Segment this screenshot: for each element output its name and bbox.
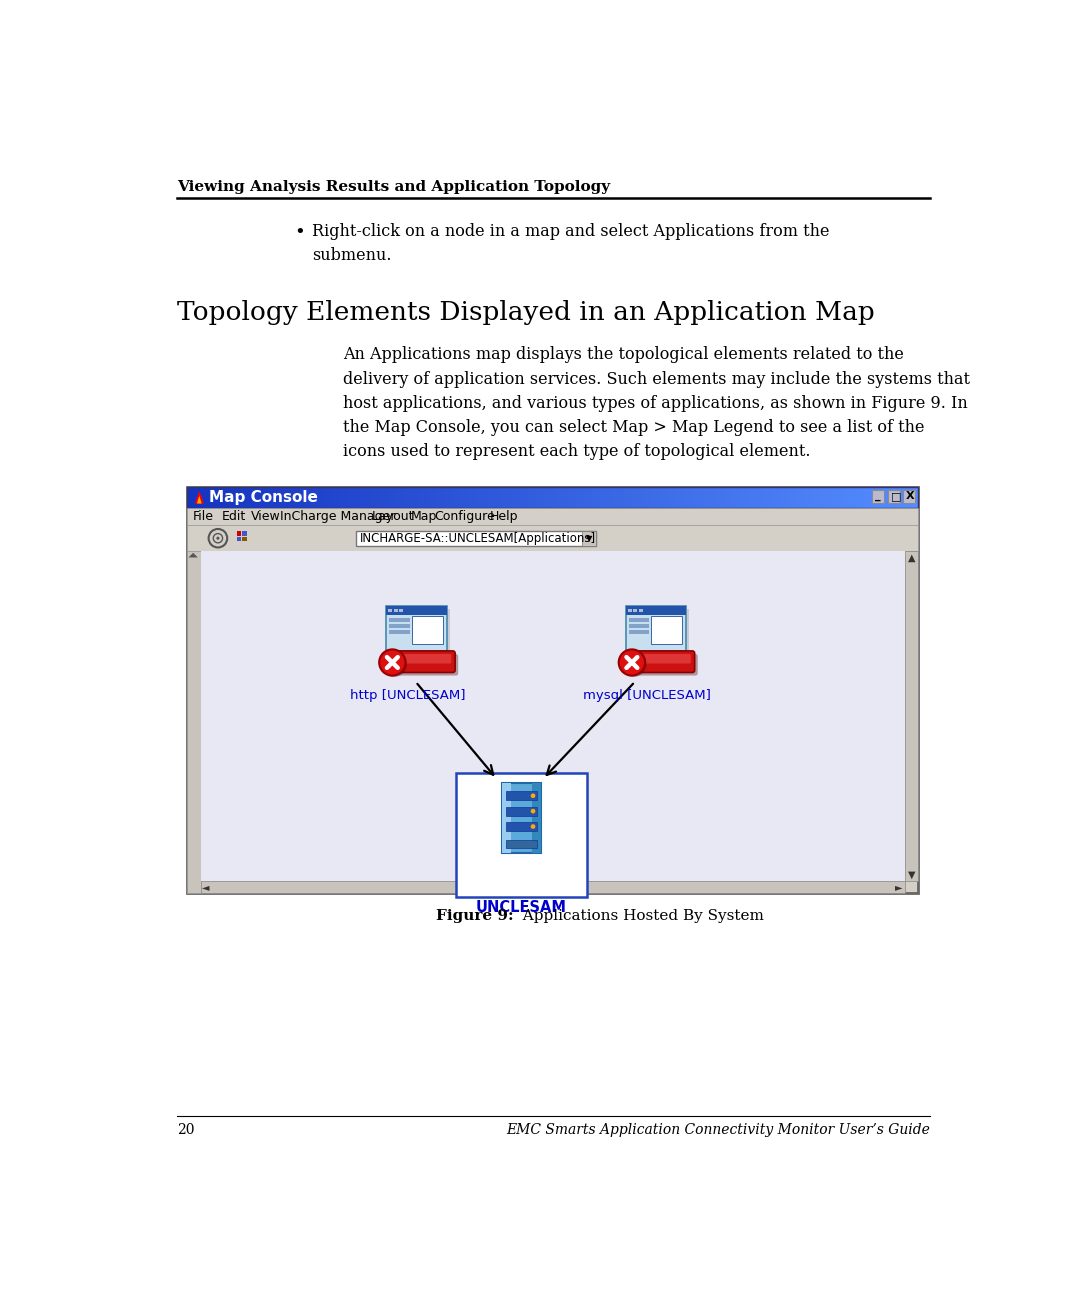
Circle shape	[216, 537, 219, 539]
Text: ▼: ▼	[907, 870, 915, 880]
Bar	[187, 508, 918, 525]
Text: INCHARGE-SA::UNCLESAM[Applications]: INCHARGE-SA::UNCLESAM[Applications]	[360, 533, 596, 546]
Bar	[532, 783, 541, 853]
Text: ▼: ▼	[586, 534, 593, 543]
Text: Layout: Layout	[372, 511, 415, 524]
Text: http [UNCLESAM]: http [UNCLESAM]	[350, 689, 465, 702]
Bar	[456, 772, 588, 897]
Bar	[411, 617, 443, 644]
Bar	[389, 618, 409, 622]
Bar	[187, 525, 918, 551]
Circle shape	[619, 649, 645, 675]
Text: EMC Smarts Application Connectivity Monitor User’s Guide: EMC Smarts Application Connectivity Moni…	[507, 1122, 930, 1137]
Bar	[634, 609, 637, 613]
Polygon shape	[197, 496, 202, 504]
Bar	[582, 530, 596, 546]
Bar	[187, 551, 201, 893]
Bar	[651, 617, 683, 644]
Bar	[629, 609, 689, 654]
Circle shape	[208, 529, 227, 547]
Text: Topology Elements Displayed in an Application Map: Topology Elements Displayed in an Applic…	[177, 301, 875, 325]
Text: ►: ►	[894, 881, 902, 892]
Text: Map: Map	[411, 511, 437, 524]
Circle shape	[381, 651, 407, 677]
Text: ◄: ◄	[202, 881, 210, 892]
Bar	[625, 607, 686, 614]
Bar	[629, 618, 649, 622]
Bar	[387, 607, 447, 651]
Bar	[903, 490, 916, 503]
Text: Help: Help	[490, 511, 518, 524]
Bar	[389, 630, 409, 634]
Bar	[242, 537, 246, 542]
Bar	[242, 531, 246, 537]
Bar	[394, 609, 397, 613]
Circle shape	[530, 793, 536, 798]
Bar	[387, 607, 447, 614]
Text: InCharge Manager: InCharge Manager	[280, 511, 395, 524]
Circle shape	[213, 534, 222, 543]
FancyBboxPatch shape	[395, 654, 451, 664]
Text: An Applications map displays the topological elements related to the
delivery of: An Applications map displays the topolog…	[342, 346, 970, 460]
FancyBboxPatch shape	[631, 651, 694, 673]
Text: UNCLESAM: UNCLESAM	[476, 901, 567, 915]
Text: View: View	[251, 511, 281, 524]
Bar	[502, 783, 511, 853]
Bar	[872, 490, 885, 503]
Bar	[187, 486, 918, 508]
Text: mysql [UNCLESAM]: mysql [UNCLESAM]	[583, 689, 711, 702]
Text: □: □	[891, 491, 901, 502]
Bar	[639, 609, 643, 613]
Circle shape	[379, 649, 405, 675]
Text: _: _	[875, 491, 881, 502]
Bar	[629, 623, 649, 627]
Bar	[187, 486, 918, 893]
Polygon shape	[194, 491, 204, 504]
Bar	[888, 490, 900, 503]
Text: Map Console: Map Console	[208, 490, 318, 505]
Bar	[389, 609, 449, 654]
FancyBboxPatch shape	[394, 654, 458, 675]
Bar	[201, 551, 905, 881]
Text: Right-click on a node in a map and select Applications from the
submenu.: Right-click on a node in a map and selec…	[312, 223, 829, 264]
Text: ▲: ▲	[907, 553, 915, 562]
Text: Edit: Edit	[222, 511, 246, 524]
Bar	[505, 791, 537, 801]
Circle shape	[530, 824, 536, 829]
Bar	[389, 609, 392, 613]
Bar	[502, 783, 541, 853]
Bar	[505, 806, 537, 815]
Text: Configure: Configure	[434, 511, 496, 524]
Text: Applications Hosted By System: Applications Hosted By System	[513, 908, 764, 923]
Text: 20: 20	[177, 1122, 194, 1137]
Bar	[389, 623, 409, 627]
Text: X: X	[906, 491, 915, 502]
Bar	[629, 630, 649, 634]
FancyBboxPatch shape	[392, 651, 455, 673]
Bar	[625, 607, 686, 651]
Circle shape	[530, 809, 536, 814]
Bar	[905, 551, 918, 881]
Bar	[237, 531, 241, 537]
Bar	[356, 530, 596, 546]
Polygon shape	[189, 553, 198, 557]
Text: •: •	[294, 223, 305, 241]
Bar	[237, 537, 241, 542]
Bar	[400, 609, 403, 613]
Bar	[505, 822, 537, 831]
Bar	[201, 881, 905, 893]
Circle shape	[620, 651, 647, 677]
Text: Viewing Analysis Results and Application Topology: Viewing Analysis Results and Application…	[177, 180, 610, 194]
Bar	[505, 840, 537, 848]
FancyBboxPatch shape	[635, 654, 691, 664]
Text: Figure 9:: Figure 9:	[435, 908, 513, 923]
Text: File: File	[193, 511, 214, 524]
Bar	[627, 609, 632, 613]
FancyBboxPatch shape	[634, 654, 698, 675]
